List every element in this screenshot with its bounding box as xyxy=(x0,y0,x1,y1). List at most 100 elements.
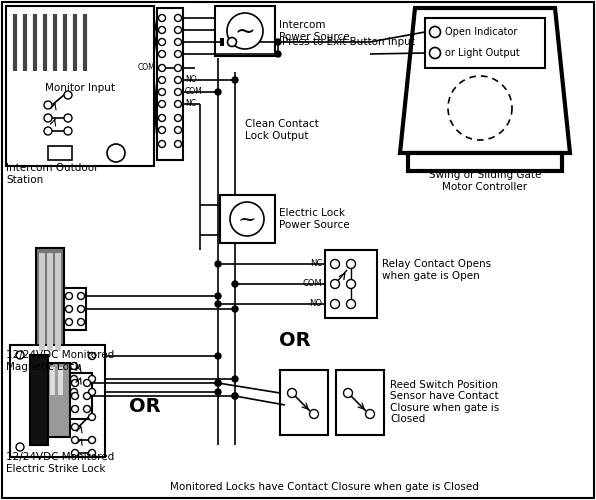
Circle shape xyxy=(232,393,238,399)
Circle shape xyxy=(88,450,95,456)
FancyBboxPatch shape xyxy=(36,248,64,356)
Circle shape xyxy=(64,114,72,122)
Text: NO: NO xyxy=(185,76,197,84)
FancyBboxPatch shape xyxy=(220,195,275,243)
Circle shape xyxy=(215,301,221,307)
Circle shape xyxy=(215,380,221,386)
Circle shape xyxy=(72,406,79,412)
Circle shape xyxy=(175,140,182,147)
Circle shape xyxy=(83,406,91,412)
Circle shape xyxy=(72,392,79,400)
Circle shape xyxy=(159,126,166,134)
Circle shape xyxy=(72,380,79,386)
Circle shape xyxy=(365,410,374,418)
Circle shape xyxy=(70,376,77,382)
FancyBboxPatch shape xyxy=(48,363,70,437)
Circle shape xyxy=(159,140,166,147)
Circle shape xyxy=(331,300,340,308)
Circle shape xyxy=(215,389,221,395)
Circle shape xyxy=(16,443,24,451)
Text: NC: NC xyxy=(310,260,322,268)
Circle shape xyxy=(159,88,166,96)
FancyBboxPatch shape xyxy=(325,250,377,318)
FancyBboxPatch shape xyxy=(58,367,63,395)
Circle shape xyxy=(159,114,166,121)
Circle shape xyxy=(88,376,95,382)
FancyBboxPatch shape xyxy=(10,345,105,457)
Circle shape xyxy=(175,26,182,34)
FancyBboxPatch shape xyxy=(64,288,86,330)
Circle shape xyxy=(83,380,91,386)
Circle shape xyxy=(232,77,238,83)
FancyBboxPatch shape xyxy=(336,370,384,435)
Circle shape xyxy=(77,306,85,312)
FancyBboxPatch shape xyxy=(408,153,562,171)
Circle shape xyxy=(107,144,125,162)
Text: NO: NO xyxy=(309,300,322,308)
Text: Monitor Input: Monitor Input xyxy=(45,83,115,93)
FancyBboxPatch shape xyxy=(30,355,48,445)
Text: Intercom Outdoor
Station: Intercom Outdoor Station xyxy=(6,163,98,185)
Circle shape xyxy=(66,318,73,326)
Circle shape xyxy=(159,14,166,21)
Circle shape xyxy=(44,114,52,122)
Circle shape xyxy=(346,280,355,288)
Circle shape xyxy=(72,436,79,444)
FancyBboxPatch shape xyxy=(70,373,92,419)
Circle shape xyxy=(77,292,85,300)
Circle shape xyxy=(275,51,281,57)
Circle shape xyxy=(66,292,73,300)
Circle shape xyxy=(232,393,238,399)
Text: 12/24VDC Monitored
Electric Strike Lock: 12/24VDC Monitored Electric Strike Lock xyxy=(6,452,114,474)
Circle shape xyxy=(64,127,72,135)
FancyBboxPatch shape xyxy=(215,6,275,56)
Text: OR: OR xyxy=(129,396,161,415)
Circle shape xyxy=(83,392,91,400)
Circle shape xyxy=(88,352,95,360)
Circle shape xyxy=(44,127,52,135)
Circle shape xyxy=(66,306,73,312)
FancyBboxPatch shape xyxy=(39,253,45,351)
Circle shape xyxy=(346,260,355,268)
Text: OR: OR xyxy=(279,330,311,349)
Polygon shape xyxy=(400,8,570,153)
Circle shape xyxy=(44,101,52,109)
Circle shape xyxy=(346,300,355,308)
Circle shape xyxy=(230,202,264,236)
Circle shape xyxy=(159,50,166,58)
Text: ~: ~ xyxy=(238,209,256,231)
Text: Press to Exit Button Input: Press to Exit Button Input xyxy=(282,37,415,47)
Circle shape xyxy=(70,388,77,396)
FancyBboxPatch shape xyxy=(55,253,61,351)
Circle shape xyxy=(228,38,237,46)
Circle shape xyxy=(287,388,296,398)
Circle shape xyxy=(159,100,166,107)
FancyBboxPatch shape xyxy=(48,146,72,160)
Circle shape xyxy=(159,64,166,71)
Circle shape xyxy=(430,26,440,38)
Circle shape xyxy=(232,376,238,382)
Circle shape xyxy=(175,114,182,121)
Circle shape xyxy=(175,14,182,21)
Circle shape xyxy=(175,38,182,46)
Circle shape xyxy=(430,48,440,58)
Circle shape xyxy=(309,410,318,418)
Circle shape xyxy=(70,362,77,370)
Circle shape xyxy=(227,13,263,49)
FancyBboxPatch shape xyxy=(157,8,183,160)
Circle shape xyxy=(175,50,182,58)
Text: COM: COM xyxy=(302,280,322,288)
Circle shape xyxy=(159,38,166,46)
Text: Electric Lock
Power Source: Electric Lock Power Source xyxy=(279,208,350,230)
Text: COM: COM xyxy=(137,64,155,72)
Text: ~: ~ xyxy=(235,20,256,44)
Circle shape xyxy=(72,424,79,430)
Circle shape xyxy=(159,26,166,34)
Circle shape xyxy=(275,39,281,45)
Circle shape xyxy=(88,414,95,420)
Circle shape xyxy=(175,126,182,134)
Circle shape xyxy=(72,450,79,456)
Text: COM: COM xyxy=(185,88,203,96)
Circle shape xyxy=(175,76,182,84)
Circle shape xyxy=(175,88,182,96)
